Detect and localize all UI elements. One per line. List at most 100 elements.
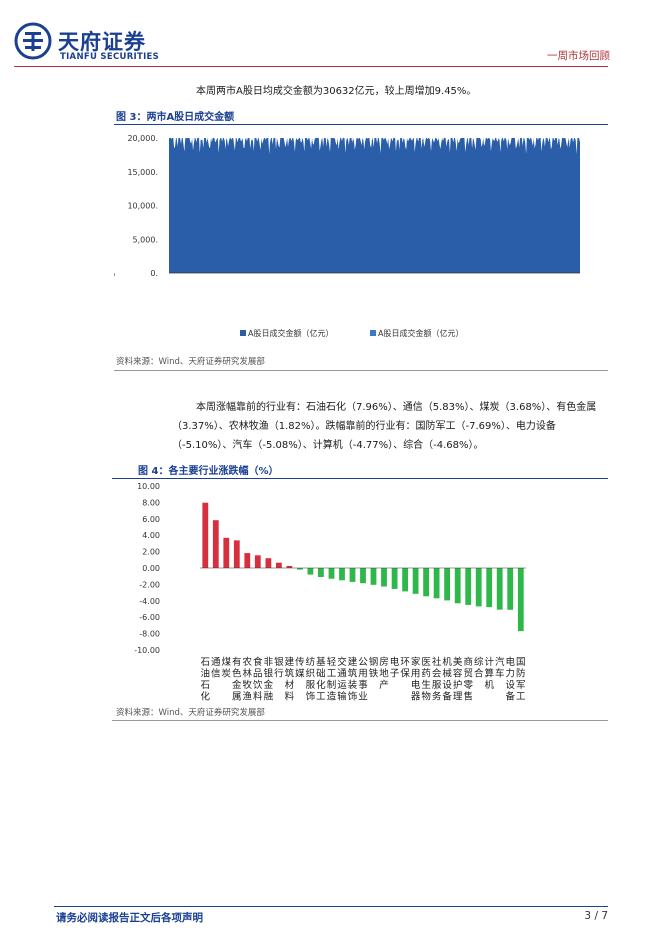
y-tick-label: 0. xyxy=(150,269,158,278)
x-tick-label: 有色金属 xyxy=(232,656,242,702)
figure4-title: 图 4：各主要行业涨跌幅（%） xyxy=(138,466,279,477)
bar xyxy=(402,568,408,592)
bar xyxy=(212,520,219,568)
bar xyxy=(465,568,472,605)
footer-disclaimer: 请务必阅读报告正文后各项声明 xyxy=(56,912,203,924)
x-tick-label: 电力设备 xyxy=(505,656,515,702)
footer-divider xyxy=(54,906,608,907)
x-tick-label: 汽车 xyxy=(495,656,505,680)
x-tick-label: 食品饮料 xyxy=(253,656,263,702)
turnover-area-chart: 0.5,000.10,000.15,000.20,000. 2024/1/312… xyxy=(114,134,580,338)
logo-mark xyxy=(14,22,52,60)
chart-legend: A股日成交金额（亿元） A股日成交金额（亿元） xyxy=(240,328,463,338)
figure4-top-rule xyxy=(112,478,608,479)
bar xyxy=(318,568,324,577)
logo-text-en: TIANFU SECURITIES xyxy=(60,52,160,62)
bar xyxy=(412,568,419,594)
bar xyxy=(433,568,440,599)
figure3-top-rule xyxy=(114,124,608,125)
bar xyxy=(265,558,272,568)
x-axis: 石油石化通信煤炭有色金属农林牧渔食品饮料非银金融银行建筑材料传媒纺织服饰基础化工… xyxy=(201,656,526,702)
x-tick-label: 环保 xyxy=(400,657,410,680)
x-tick-label: 医药生物 xyxy=(421,657,431,702)
bar xyxy=(349,568,356,582)
x-tick-label: 社会服务 xyxy=(432,656,442,702)
legend-swatch xyxy=(240,330,246,336)
bar xyxy=(339,568,345,581)
industry-change-bar-chart: 10.00 8.00 6.00 4.00 2.00 0.00 -2.00 -4.00 -6.00… xyxy=(134,482,526,702)
y-tick-label: 0.00 xyxy=(142,564,160,573)
y-tick-label: 6.00 xyxy=(142,515,160,524)
paragraph-industry-performance-text: 本周涨幅靠前的行业有：石油石化（7.96%）、通信（5.83%）、煤炭（3.68… xyxy=(172,402,597,451)
bar xyxy=(517,568,524,632)
x-tick-label: 公用事业 xyxy=(358,657,368,702)
bar xyxy=(276,562,282,568)
area-layer xyxy=(169,138,580,273)
x-tick-label: 交通运输 xyxy=(337,656,347,702)
x-tick-label: 家用电器 xyxy=(411,656,421,702)
y-tick-label: -10.00 xyxy=(134,646,160,655)
y-tick-label: 20,000. xyxy=(127,134,158,143)
x-tick-label: 商贸零售 xyxy=(463,656,473,702)
paragraph-turnover-summary: 本周两市A股日均成交金额为30632亿元，较上周增加9.45%。 xyxy=(196,86,477,97)
page-number: 3 / 7 xyxy=(584,910,608,922)
y-tick-label: 15,000. xyxy=(127,168,158,177)
y-tick-label: 4.00 xyxy=(142,531,160,540)
bar xyxy=(454,568,461,604)
bar xyxy=(223,537,230,568)
y-axis: 10.00 8.00 6.00 4.00 2.00 0.00 -2.00 -4.00 -6.00… xyxy=(134,482,160,655)
x-tick-label: 建筑材料 xyxy=(285,656,295,702)
bar xyxy=(475,568,482,607)
bar xyxy=(286,566,293,568)
y-tick-label: -6.00 xyxy=(139,613,160,622)
y-tick-label: -2.00 xyxy=(139,580,160,589)
bar xyxy=(391,568,398,589)
x-tick-label: 传媒 xyxy=(295,656,305,680)
bar xyxy=(486,568,493,608)
x-tick-label: 通信 xyxy=(211,657,221,680)
x-tick-label: 农林牧渔 xyxy=(243,656,253,702)
x-tick-label: 电子 xyxy=(390,656,400,680)
x-tick-label: 房地产 xyxy=(379,656,389,691)
legend-label: A股日成交金额（亿元） xyxy=(378,328,463,338)
figure3-source: 资料来源：Wind、天府证券研究发展部 xyxy=(116,357,265,367)
bar xyxy=(328,568,335,579)
report-type-label: 一周市场回顾 xyxy=(547,50,610,62)
logo-text-cn: 天府证券 xyxy=(58,30,146,54)
y-tick-label: 8.00 xyxy=(142,498,160,507)
x-tick-label: 轻工制造 xyxy=(327,656,337,702)
bar xyxy=(360,568,366,584)
legend-swatch xyxy=(370,330,376,336)
x-tick-label: 石油石化 xyxy=(201,657,211,702)
bar xyxy=(297,568,303,570)
figure4-source: 资料来源：Wind、天府证券研究发展部 xyxy=(116,708,265,718)
x-tick-label: 美容护理 xyxy=(453,656,463,702)
bar xyxy=(381,568,387,587)
x-tick-label: 综合 xyxy=(474,656,484,680)
paragraph-industry-performance: 本周涨幅靠前的行业有：石油石化（7.96%）、通信（5.83%）、煤炭（3.68… xyxy=(172,398,606,455)
y-tick-label: -4.00 xyxy=(139,597,160,606)
y-axis: 0. 5,000. 10,000. 15,000. 20,000. xyxy=(127,134,158,278)
series-area xyxy=(169,138,580,273)
bar xyxy=(370,568,377,585)
figure4-bottom-rule xyxy=(112,720,608,721)
x-tick-label: 计算机 xyxy=(484,656,494,691)
bar xyxy=(444,568,450,601)
x-tick-label: 基础化工 xyxy=(316,656,326,702)
y-tick-label: 10.00 xyxy=(137,482,160,491)
x-tick-label: 银行 xyxy=(274,656,284,680)
y-tick-label: -8.00 xyxy=(139,630,160,639)
x-tick-label: 钢铁 xyxy=(369,656,379,680)
bar xyxy=(423,568,429,597)
y-tick-label: 5,000. xyxy=(133,235,158,244)
bar xyxy=(233,540,240,568)
figure3-bottom-rule xyxy=(114,370,608,371)
x-tick-label: 建筑装饰 xyxy=(348,656,358,702)
x-tick-label: 机械设备 xyxy=(442,656,452,702)
x-tick-label: 煤炭 xyxy=(222,656,232,680)
bar xyxy=(307,568,314,575)
bar-layer xyxy=(202,502,524,632)
bar xyxy=(244,553,251,568)
bar xyxy=(507,568,514,610)
bar xyxy=(254,555,261,568)
